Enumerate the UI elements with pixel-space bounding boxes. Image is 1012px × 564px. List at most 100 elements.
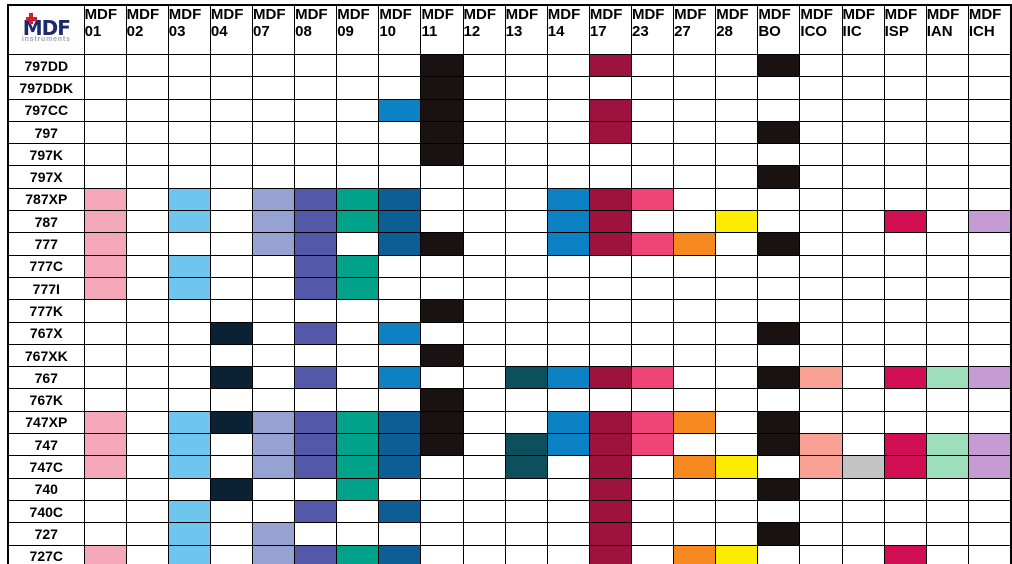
matrix-cell-empty[interactable] [757,544,801,564]
matrix-cell-empty[interactable] [546,165,590,189]
row-header-797cc[interactable]: 797CC [7,98,85,122]
matrix-cell-empty[interactable] [462,343,506,368]
matrix-cell-empty[interactable] [83,499,127,524]
matrix-cell-17-crimson[interactable] [588,187,632,212]
column-header-07[interactable]: MDF 07 [251,4,296,55]
matrix-cell-empty[interactable] [883,232,927,256]
matrix-cell-empty[interactable] [967,477,1012,501]
matrix-cell-empty[interactable] [715,143,759,167]
matrix-cell-empty[interactable] [504,53,548,78]
matrix-cell-empty[interactable] [504,477,548,501]
row-header-787xp[interactable]: 787XP [7,187,85,212]
row-header-747[interactable]: 747 [7,433,85,457]
matrix-cell-empty[interactable] [83,522,127,546]
matrix-cell-empty[interactable] [715,53,759,78]
matrix-cell-08-indigo[interactable] [294,433,338,457]
matrix-cell-empty[interactable] [967,499,1012,524]
matrix-cell-17-crimson[interactable] [588,232,632,256]
matrix-cell-empty[interactable] [925,53,969,78]
matrix-cell-empty[interactable] [673,321,717,345]
matrix-cell-11-black[interactable] [420,410,464,435]
matrix-cell-empty[interactable] [504,165,548,189]
matrix-cell-empty[interactable] [799,165,843,189]
matrix-cell-03-skyblue[interactable] [167,410,211,435]
matrix-cell-empty[interactable] [125,232,169,256]
column-header-isp[interactable]: MDF ISP [883,4,927,55]
matrix-cell-empty[interactable] [209,388,254,412]
matrix-cell-empty[interactable] [799,53,843,78]
matrix-cell-empty[interactable] [883,254,927,278]
matrix-cell-empty[interactable] [715,433,759,457]
matrix-cell-08-indigo[interactable] [294,410,338,435]
matrix-cell-empty[interactable] [588,143,632,167]
matrix-cell-28-yellow[interactable] [715,210,759,234]
matrix-cell-empty[interactable] [504,299,548,323]
matrix-cell-empty[interactable] [841,120,885,145]
matrix-cell-09-teal_green[interactable] [336,187,380,212]
matrix-cell-23-hot_pink[interactable] [630,433,675,457]
matrix-cell-empty[interactable] [462,544,506,564]
matrix-cell-empty[interactable] [883,522,927,546]
matrix-cell-empty[interactable] [967,276,1012,301]
matrix-cell-empty[interactable] [209,433,254,457]
matrix-cell-empty[interactable] [546,388,590,412]
matrix-cell-bo-black[interactable] [757,232,801,256]
matrix-cell-03-skyblue[interactable] [167,187,211,212]
matrix-cell-empty[interactable] [504,276,548,301]
matrix-cell-empty[interactable] [294,522,338,546]
matrix-cell-01-pink[interactable] [83,254,127,278]
matrix-cell-empty[interactable] [715,321,759,345]
matrix-cell-empty[interactable] [462,522,506,546]
matrix-cell-empty[interactable] [462,76,506,100]
matrix-cell-empty[interactable] [799,299,843,323]
matrix-cell-empty[interactable] [462,366,506,390]
matrix-cell-ian-mint[interactable] [925,455,969,479]
matrix-cell-04-navy[interactable] [209,477,254,501]
matrix-cell-empty[interactable] [125,76,169,100]
matrix-cell-09-teal_green[interactable] [336,544,380,564]
matrix-cell-empty[interactable] [630,499,675,524]
matrix-cell-14-bright_blue[interactable] [546,366,590,390]
matrix-cell-14-bright_blue[interactable] [546,210,590,234]
matrix-cell-isp-magenta[interactable] [883,544,927,564]
matrix-cell-empty[interactable] [504,98,548,122]
matrix-cell-empty[interactable] [294,76,338,100]
matrix-cell-empty[interactable] [546,299,590,323]
matrix-cell-empty[interactable] [462,321,506,345]
matrix-cell-empty[interactable] [83,366,127,390]
matrix-cell-empty[interactable] [630,388,675,412]
matrix-cell-empty[interactable] [630,477,675,501]
matrix-cell-empty[interactable] [167,321,211,345]
matrix-cell-empty[interactable] [715,232,759,256]
matrix-cell-empty[interactable] [251,321,296,345]
matrix-cell-empty[interactable] [673,499,717,524]
matrix-cell-bo-black[interactable] [757,120,801,145]
matrix-cell-empty[interactable] [209,143,254,167]
matrix-cell-empty[interactable] [83,165,127,189]
matrix-cell-10-bright_blue[interactable] [378,98,422,122]
matrix-cell-empty[interactable] [462,232,506,256]
matrix-cell-empty[interactable] [967,53,1012,78]
matrix-cell-empty[interactable] [673,366,717,390]
matrix-cell-empty[interactable] [546,544,590,564]
matrix-cell-empty[interactable] [757,143,801,167]
matrix-cell-empty[interactable] [883,410,927,435]
matrix-cell-empty[interactable] [630,544,675,564]
matrix-cell-10-bright_blue[interactable] [378,321,422,345]
matrix-cell-empty[interactable] [925,76,969,100]
matrix-cell-bo-black[interactable] [757,410,801,435]
matrix-cell-empty[interactable] [799,210,843,234]
matrix-cell-empty[interactable] [841,366,885,390]
matrix-cell-iic-gray[interactable] [841,455,885,479]
matrix-cell-empty[interactable] [673,254,717,278]
column-header-ico[interactable]: MDF ICO [799,4,843,55]
matrix-cell-empty[interactable] [378,76,422,100]
matrix-cell-empty[interactable] [799,544,843,564]
matrix-cell-empty[interactable] [125,321,169,345]
matrix-cell-empty[interactable] [883,299,927,323]
matrix-cell-ich-lilac[interactable] [967,366,1012,390]
matrix-cell-empty[interactable] [251,53,296,78]
matrix-cell-empty[interactable] [546,522,590,546]
matrix-cell-empty[interactable] [209,254,254,278]
matrix-cell-empty[interactable] [125,143,169,167]
